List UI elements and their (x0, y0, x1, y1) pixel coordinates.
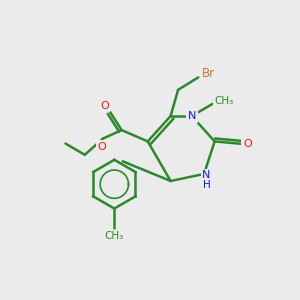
Text: CH₃: CH₃ (105, 231, 124, 241)
Text: N: N (202, 170, 211, 180)
Text: O: O (100, 101, 109, 111)
Text: CH₃: CH₃ (215, 96, 234, 106)
Text: O: O (97, 142, 106, 152)
Text: Br: Br (202, 67, 215, 80)
Text: H: H (202, 180, 210, 190)
Text: O: O (243, 139, 252, 149)
Text: N: N (188, 111, 196, 121)
